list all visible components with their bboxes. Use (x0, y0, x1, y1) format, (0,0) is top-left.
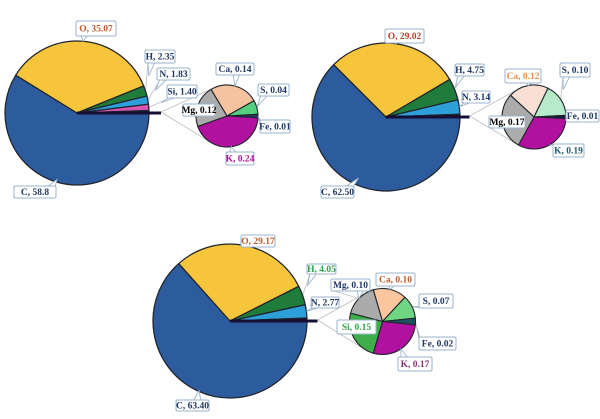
svg-text:K, 0.19: K, 0.19 (554, 147, 583, 157)
svg-text:Ca, 0.14: Ca, 0.14 (219, 65, 252, 75)
svg-text:Si, 1.40: Si, 1.40 (167, 88, 197, 98)
svg-text:O, 29.02: O, 29.02 (388, 32, 422, 42)
svg-text:Mg, 0.10: Mg, 0.10 (333, 281, 368, 291)
svg-text:Mg, 0.12: Mg, 0.12 (181, 106, 216, 116)
svg-text:Fe, 0.01: Fe, 0.01 (259, 123, 291, 133)
svg-text:Mg, 0.17: Mg, 0.17 (489, 118, 524, 128)
svg-text:Si, 0.15: Si, 0.15 (342, 323, 372, 333)
svg-text:N, 1.83: N, 1.83 (159, 70, 187, 80)
svg-text:N, 2.77: N, 2.77 (311, 299, 339, 309)
svg-text:C, 63.40: C, 63.40 (176, 402, 209, 412)
svg-text:S, 0.07: S, 0.07 (423, 297, 450, 307)
svg-text:N, 3.14: N, 3.14 (462, 93, 490, 103)
svg-text:C, 62.50: C, 62.50 (321, 188, 354, 198)
svg-text:Fe, 0.01: Fe, 0.01 (567, 112, 599, 122)
svg-text:H, 4.75: H, 4.75 (455, 66, 484, 76)
svg-text:H, 2.35: H, 2.35 (146, 53, 175, 63)
svg-text:K, 0.24: K, 0.24 (226, 155, 255, 165)
svg-text:O, 35.07: O, 35.07 (79, 25, 113, 35)
svg-text:Ca, 0.10: Ca, 0.10 (379, 276, 412, 286)
svg-text:O, 29.17: O, 29.17 (241, 237, 275, 247)
svg-text:Fe, 0.02: Fe, 0.02 (422, 340, 454, 350)
svg-text:S, 0.10: S, 0.10 (562, 66, 589, 76)
svg-text:S, 0.04: S, 0.04 (260, 86, 287, 96)
svg-text:K, 0.17: K, 0.17 (401, 360, 430, 370)
svg-text:C, 58.8: C, 58.8 (21, 188, 49, 198)
svg-text:Ca, 0.12: Ca, 0.12 (507, 72, 540, 82)
svg-text:H, 4.05: H, 4.05 (307, 265, 336, 275)
